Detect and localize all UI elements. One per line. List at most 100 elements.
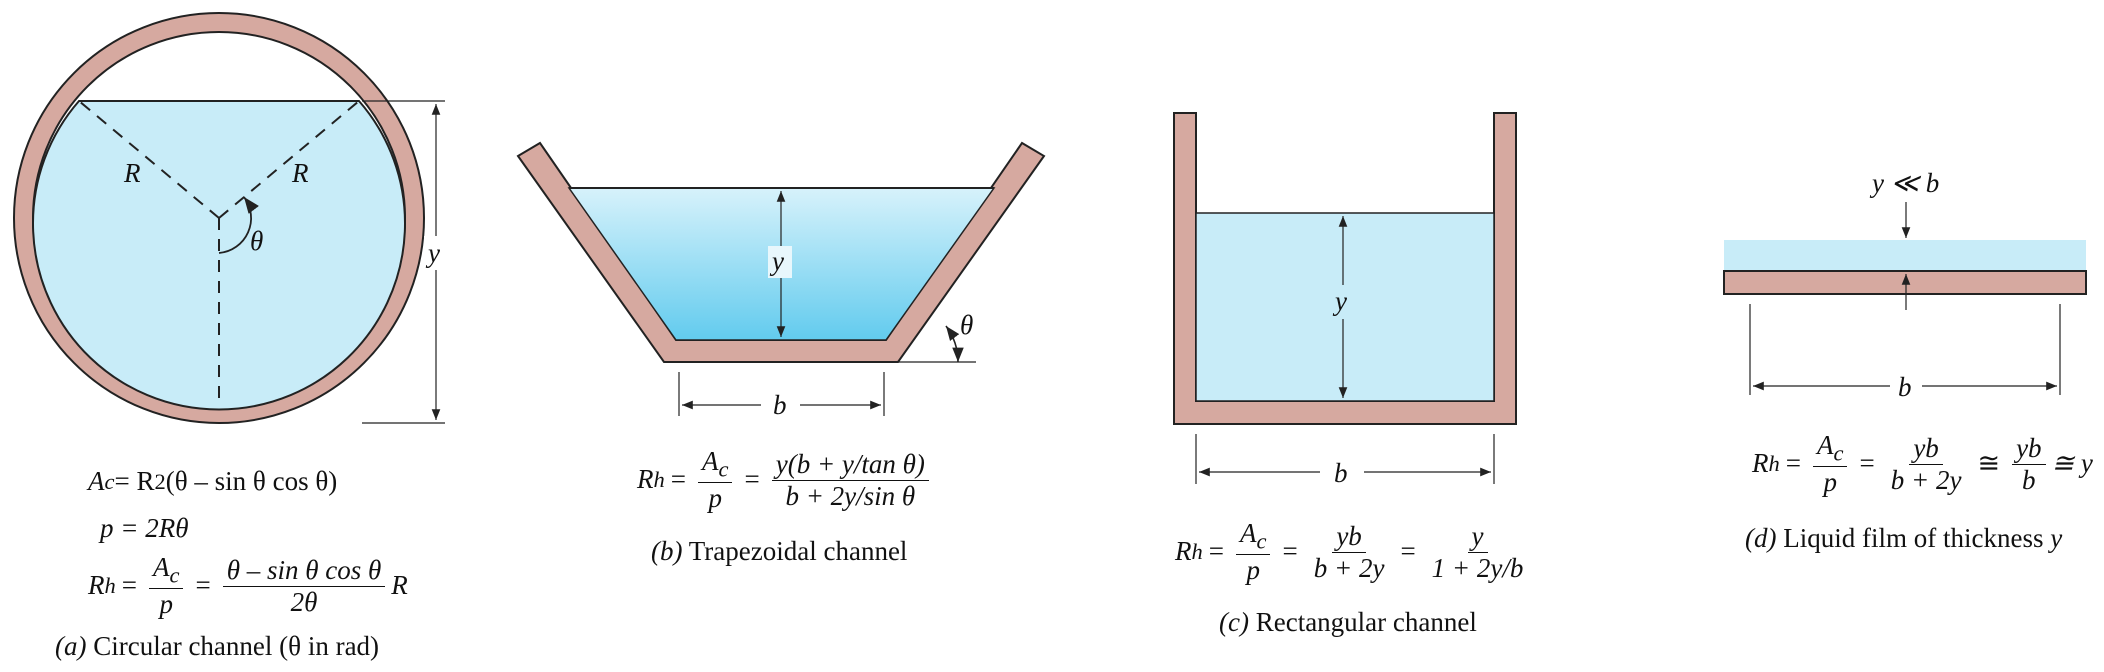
ac-subscript: c: [104, 468, 115, 494]
frac-num: yb: [1913, 433, 1939, 464]
frac-den: p: [159, 589, 173, 620]
frac-ac-p: Ac p: [1812, 430, 1848, 498]
frac-den: p: [1823, 467, 1837, 498]
label-R-right: R: [291, 158, 309, 188]
frac-num: A: [152, 552, 170, 583]
caption-letter: (b): [651, 536, 683, 566]
perimeter-equation: p = 2Rθ: [100, 513, 189, 544]
frac-num-sub: c: [1256, 528, 1267, 554]
label-y-circular: y: [425, 238, 440, 268]
ac-rhs-pre: = R: [114, 466, 155, 497]
frac-den: 2θ: [290, 586, 318, 617]
frac-den: p: [708, 483, 722, 514]
caption-var: y: [2050, 523, 2063, 553]
label-b-film: b: [1898, 372, 1912, 402]
label-b-trap: b: [773, 390, 787, 420]
frac-num: θ – sin θ cos θ: [226, 555, 382, 586]
trapezoidal-channel: y θ b: [516, 141, 1046, 420]
rh-subscript: h: [104, 572, 116, 598]
frac-num: y: [1471, 521, 1484, 552]
film-plate: [1723, 270, 2087, 295]
rectangular-wall: [1173, 112, 1517, 425]
frac-trap: y(b + y/tan θ) b + 2y/sin θ: [771, 449, 929, 511]
label-b-rect: b: [1334, 458, 1348, 488]
rh-symbol: R: [88, 570, 105, 601]
frac-num: A: [1816, 430, 1834, 461]
rh-subscript: h: [1191, 538, 1203, 564]
label-y-ll-b: y ≪ b: [1869, 168, 1939, 198]
frac-num-sub: c: [1833, 440, 1844, 466]
rh-symbol: R: [637, 464, 654, 495]
frac-circular: θ – sin θ cos θ 2θ: [222, 555, 386, 617]
rh-symbol: R: [1752, 448, 1769, 479]
label-theta-trap: θ: [960, 310, 973, 340]
label-R-left: R: [123, 158, 141, 188]
frac-den: b + 2y/sin θ: [785, 480, 916, 511]
caption-text: Circular channel (θ in rad): [86, 631, 380, 661]
frac-den: b + 2y: [1313, 552, 1385, 583]
ac-rhs-post: (θ – sin θ cos θ): [165, 466, 338, 497]
label-y-rect: y: [1332, 286, 1347, 316]
circular-channel: R R θ y: [13, 12, 448, 424]
frac-num-sub: c: [169, 562, 180, 588]
frac-ac-p: Ac p: [1235, 518, 1271, 586]
frac-num-sub: c: [718, 456, 729, 482]
caption-letter: (c): [1219, 607, 1249, 637]
frac-ac-p: Ac p: [148, 552, 184, 620]
rh-subscript: h: [653, 466, 665, 492]
label-y-trap: y: [769, 246, 784, 276]
liquid-film: y ≪ b b: [1723, 168, 2087, 402]
ac-symbol: A: [88, 466, 105, 497]
y-label-bg: [424, 236, 448, 270]
frac-den: b + 2y: [1890, 464, 1962, 495]
frac-num: y(b + y/tan θ): [775, 449, 925, 480]
frac-film-2: yb b: [2012, 433, 2046, 495]
rh-tail: R: [391, 570, 408, 601]
rh-subscript: h: [1768, 450, 1780, 476]
radius-left: [78, 100, 220, 219]
rh-symbol: R: [1175, 536, 1192, 567]
caption-letter: (d): [1745, 523, 1777, 553]
rectangular-channel: y b: [1173, 112, 1517, 488]
film-tail: ≅ y: [2051, 448, 2093, 479]
frac-num: A: [1239, 518, 1257, 549]
eq-perimeter-circular: p = 2Rθ: [88, 509, 408, 549]
caption-letter: (a): [55, 631, 87, 661]
circular-water: [32, 100, 406, 411]
frac-num: A: [701, 446, 719, 477]
caption-trapezoidal: (b) Trapezoidal channel: [651, 536, 907, 567]
caption-text: Trapezoidal channel: [682, 536, 908, 566]
caption-rectangular: (c) Rectangular channel: [1219, 607, 1477, 638]
frac-den: 1 + 2y/b: [1431, 552, 1524, 583]
caption-circular: (a) Circular channel (θ in rad): [55, 631, 379, 662]
label-theta: θ: [250, 226, 263, 256]
frac-ac-p: Ac p: [697, 446, 733, 514]
theta-arc-trap: [945, 325, 964, 363]
frac-num: yb: [2016, 433, 2042, 464]
caption-text: Liquid film of thickness: [1776, 523, 2051, 553]
caption-text: Rectangular channel: [1248, 607, 1477, 637]
theta-arc: [218, 196, 259, 254]
frac-den: b: [2022, 464, 2036, 495]
frac-rect-1: yb b + 2y: [1310, 522, 1389, 582]
ac-superscript: 2: [154, 468, 166, 494]
y-trap-label-bg: [768, 246, 792, 278]
caption-film: (d) Liquid film of thickness y: [1745, 523, 2062, 554]
frac-den: p: [1246, 555, 1260, 586]
film-water: [1724, 240, 2086, 271]
frac-film-1: yb b + 2y: [1887, 434, 1966, 494]
frac-num: yb: [1336, 521, 1362, 552]
y-rect-label-bg: [1331, 285, 1355, 319]
radius-right: [218, 100, 360, 219]
